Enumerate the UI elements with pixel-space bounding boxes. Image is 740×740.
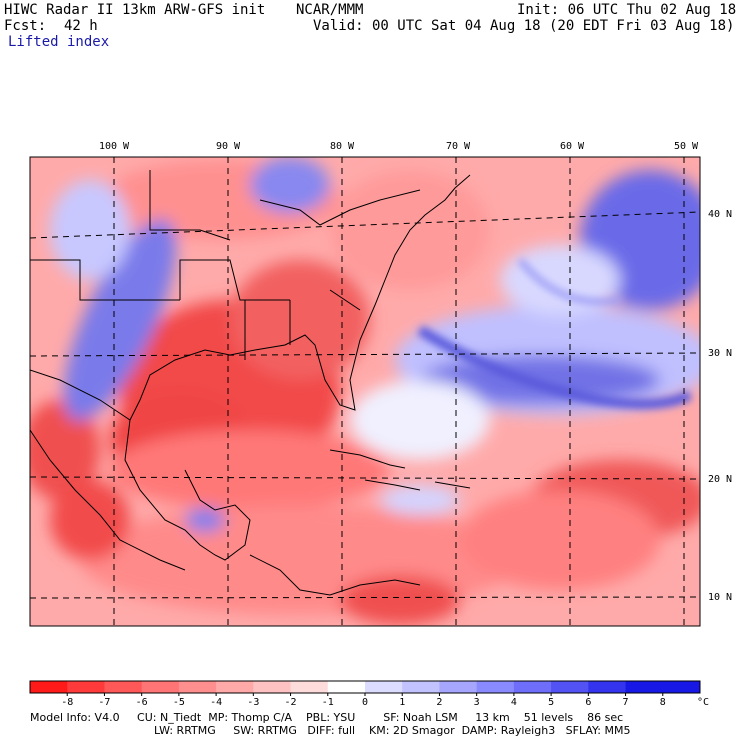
colorbar-swatch [290, 681, 329, 693]
colorbar-tick-label: -4 [210, 697, 222, 708]
valid-time: Valid: 00 UTC Sat 04 Aug 18 (20 EDT Fri … [313, 18, 735, 34]
lon-label-80w: 80 W [330, 141, 355, 152]
colorbar-tick-label: -2 [285, 697, 297, 708]
colorbar-swatch [513, 681, 552, 693]
colorbar-tick-label: 8 [660, 697, 666, 708]
lat-label-40n: 40 N [708, 209, 732, 220]
colorbar-tick-label: 5 [548, 697, 554, 708]
colorbar-swatch [327, 681, 366, 693]
colorbar-tick-label: -6 [136, 697, 148, 708]
colorbar: -8 -7 -6 -5 -4 -3 -2 -1 0 1 2 3 4 5 6 7 8 [29, 680, 701, 708]
colorbar-tick-label: 0 [362, 697, 368, 708]
colorbar-swatch [476, 681, 515, 693]
fcst-value: 42 h [64, 18, 98, 34]
colorbar-unit: °C [697, 697, 709, 708]
model-title: HIWC Radar II 13km ARW-GFS init [4, 2, 266, 18]
colorbar-swatch [662, 681, 701, 693]
colorbar-tick-label: -5 [173, 697, 185, 708]
colorbar-tick-label: 2 [436, 697, 442, 708]
footer-line-2: LW: RRTMG SW: RRTMG DIFF: full KM: 2D Sm… [154, 724, 631, 737]
colorbar-swatch [30, 681, 68, 693]
colorbar-swatch [551, 681, 589, 693]
fcst-label: Fcst: [4, 18, 47, 34]
colorbar-tick-label: 3 [474, 697, 480, 708]
colorbar-swatch [67, 681, 105, 693]
colorbar-tick-label: -3 [247, 697, 259, 708]
colorbar-tick-label: -8 [61, 697, 73, 708]
lon-label-50w: 50 W [674, 141, 699, 152]
org-label: NCAR/MMM [296, 2, 364, 18]
colorbar-tick-label: 7 [623, 697, 629, 708]
colorbar-tick-label: -7 [98, 697, 110, 708]
lat-label-20n: 20 N [708, 474, 732, 485]
init-time: Init: 06 UTC Thu 02 Aug 18 [517, 2, 737, 18]
colorbar-tick-label: 6 [585, 697, 591, 708]
colorbar-swatch [402, 681, 440, 693]
colorbar-swatch [253, 681, 292, 693]
lon-label-100w: 100 W [99, 141, 130, 152]
colorbar-swatch [178, 681, 217, 693]
colorbar-tick-label: -1 [322, 697, 334, 708]
lat-label-10n: 10 N [708, 592, 732, 603]
colorbar-swatch [141, 681, 180, 693]
colorbar-swatch [439, 681, 478, 693]
lon-label-60w: 60 W [560, 141, 585, 152]
footer-line-1: Model Info: V4.0 CU: N_Tiedt MP: Thomp C… [30, 711, 624, 724]
colorbar-swatch [625, 681, 664, 693]
field-name: Lifted index [8, 34, 110, 50]
colorbar-tick-label: 1 [399, 697, 405, 708]
colorbar-swatch [216, 681, 254, 693]
graticule [30, 157, 700, 626]
colorbar-swatch [588, 681, 627, 693]
colorbar-swatch [104, 681, 143, 693]
lon-label-90w: 90 W [216, 141, 241, 152]
lon-label-70w: 70 W [446, 141, 471, 152]
map-frame [29, 156, 701, 627]
lat-label-30n: 30 N [708, 348, 732, 359]
colorbar-tick-label: 4 [511, 697, 517, 708]
coastlines [30, 170, 471, 596]
lifted-index-field [30, 157, 700, 626]
colorbar-swatch [365, 681, 403, 693]
